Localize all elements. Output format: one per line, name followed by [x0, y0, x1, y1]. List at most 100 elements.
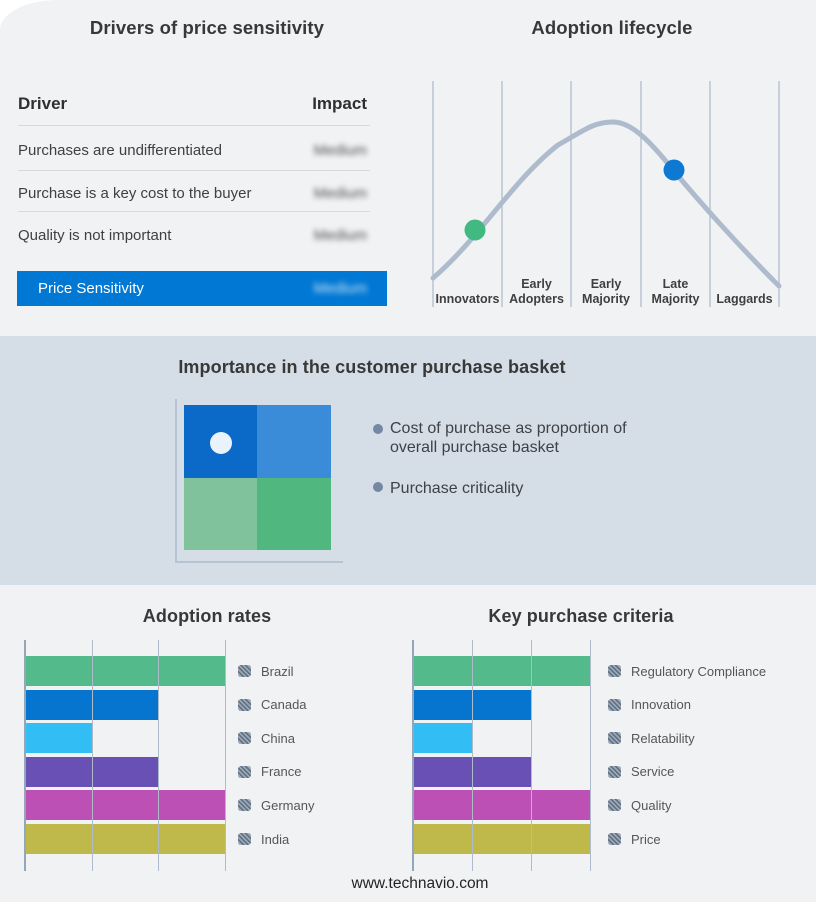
stage-label-laggards: Laggards [716, 292, 772, 306]
hatched-swatch-icon [238, 732, 251, 745]
key-purchase-criteria-title: Key purchase criteria [488, 606, 674, 626]
quadrant-cell-bottom-right [257, 478, 331, 550]
legend-label: Canada [261, 697, 307, 713]
hatched-swatch-icon [238, 799, 251, 812]
legend-item-germany: Germany [238, 790, 314, 820]
table-cell-driver: Purchase is a key cost to the buyer [18, 185, 252, 202]
quadrant-cell-top-right [257, 405, 331, 478]
legend-item-brazil: Brazil [238, 656, 294, 686]
hatched-swatch-icon [608, 698, 621, 711]
legend-label: France [261, 764, 302, 780]
legend-label: Relatability [631, 730, 695, 746]
legend-item-relatability: Relatability [608, 723, 695, 753]
stage-label-innovators: Innovators [436, 292, 500, 306]
basket-title: Importance in the customer purchase bask… [178, 357, 566, 377]
legend-label: Quality [631, 797, 672, 813]
basket-bullet-1: Cost of purchase as proportion of overal… [390, 420, 627, 456]
quadrant-position-dot [210, 432, 232, 454]
legend-item-india: India [238, 824, 289, 854]
hatched-swatch-icon [608, 665, 621, 677]
stage-label-early-majority-line2: Majority [582, 292, 630, 306]
lifecycle-gridlines [432, 81, 780, 307]
legend-item-china: China [238, 723, 295, 753]
legend-item-regulatory-compliance: Regulatory Compliance [608, 656, 766, 686]
adoption-rates-plot [24, 640, 226, 871]
stage-label-early-adopters-line2: Adopters [509, 292, 564, 306]
hatched-swatch-icon [608, 765, 621, 778]
adoption-lifecycle-chart: Innovators Early Adopters Early Majority… [430, 81, 782, 307]
hatched-swatch-icon [238, 833, 251, 845]
purchase-basket-band: Importance in the customer purchase bask… [0, 336, 816, 585]
bar-price [414, 824, 591, 854]
bell-curve [430, 119, 782, 289]
bar-relatability [414, 723, 473, 754]
legend-label: China [261, 730, 295, 746]
table-cell-impact-blurred: Medium [313, 142, 367, 159]
table-divider [18, 211, 370, 212]
quadrant-matrix [184, 405, 331, 550]
legend-label: Regulatory Compliance [631, 663, 767, 679]
bullet-dot-icon [373, 424, 383, 434]
legend-item-france: France [238, 757, 301, 787]
price-sensitivity-impact-blurred: Medium [313, 280, 367, 297]
stage-label-late-majority-line2: Majority [652, 292, 700, 306]
gridline [531, 640, 532, 871]
legend-item-price: Price [608, 824, 661, 854]
column-header-impact: Impact [312, 94, 367, 113]
stage-label-early-majority-line1: Early [591, 277, 622, 291]
table-divider [18, 125, 370, 126]
key-purchase-criteria-chart: Regulatory Compliance Innovation Relatabil… [388, 640, 816, 872]
bar-brazil [26, 656, 226, 686]
bar-regulatory-compliance [414, 656, 591, 686]
late-majority-marker-dot [663, 159, 685, 181]
bar-india [26, 824, 226, 854]
legend-label: Innovation [631, 697, 691, 713]
legend-label: Service [631, 764, 675, 780]
price-sensitivity-row: Price Sensitivity Medium [17, 271, 387, 306]
table-divider [18, 170, 370, 171]
legend-item-quality: Quality [608, 790, 671, 820]
bar-germany [26, 790, 226, 821]
price-sensitivity-title: Drivers of price sensitivity [89, 17, 325, 38]
y-axis-line [412, 640, 414, 871]
hatched-swatch-icon [238, 698, 251, 711]
quadrant-y-axis [175, 399, 177, 563]
legend-item-canada: Canada [238, 690, 307, 720]
adoption-rates-chart: Brazil Canada China France Germany India [0, 640, 408, 872]
key-purchase-criteria-plot [412, 640, 591, 871]
stage-label-early-adopters-line1: Early [521, 277, 552, 291]
gridline [471, 640, 473, 871]
bullet-dot-icon [373, 482, 383, 492]
lifecycle-title: Adoption lifecycle [531, 17, 693, 38]
table-cell-impact-blurred: Medium [313, 227, 367, 244]
y-axis-line [24, 640, 26, 871]
hatched-swatch-icon [608, 833, 621, 845]
innovators-marker-dot [464, 219, 486, 241]
footer-url: www.technavio.com [351, 875, 489, 892]
price-sensitivity-label: Price Sensitivity [38, 280, 144, 297]
legend-item-innovation: Innovation [608, 690, 691, 720]
stage-label-late-majority-line1: Late [663, 277, 689, 291]
table-cell-driver: Quality is not important [18, 227, 172, 244]
gridline [590, 640, 591, 871]
legend-label: Germany [261, 797, 315, 813]
table-cell-impact-blurred: Medium [313, 185, 367, 202]
bar-china [26, 723, 92, 754]
gridline [158, 640, 160, 871]
legend-label: Brazil [261, 663, 294, 679]
quadrant-x-axis [175, 561, 343, 563]
legend-label: Price [631, 831, 661, 847]
adoption-rates-title: Adoption rates [142, 606, 272, 626]
gridline [91, 640, 93, 871]
quadrant-cell-bottom-left [184, 478, 257, 550]
legend-label: India [261, 831, 290, 847]
hatched-swatch-icon [238, 665, 251, 677]
legend-item-service: Service [608, 757, 674, 787]
column-header-driver: Driver [18, 94, 68, 113]
basket-bullet-2: Purchase criticality [390, 480, 524, 497]
hatched-swatch-icon [608, 799, 621, 812]
table-cell-driver: Purchases are undifferentiated [18, 142, 223, 159]
bar-quality [414, 790, 591, 821]
gridline [225, 640, 226, 871]
